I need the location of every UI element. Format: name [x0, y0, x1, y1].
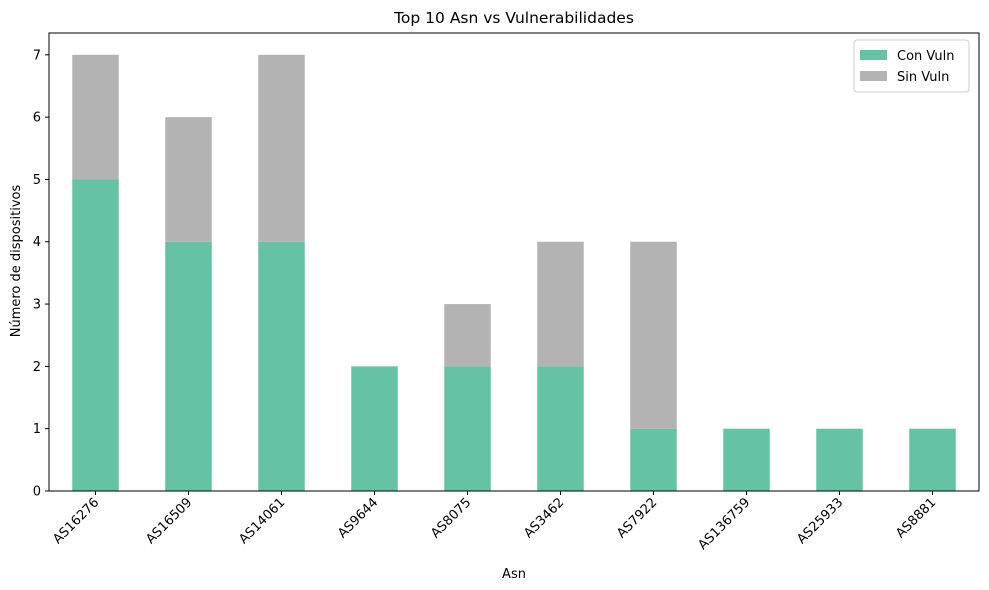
legend-label-sin-vuln: Sin Vuln: [897, 70, 949, 85]
y-tick-label-0: 0: [33, 485, 41, 500]
y-tick-label-1: 1: [33, 422, 41, 437]
bar-AS25933-con-vuln: [816, 428, 863, 491]
legend-swatch-sin-vuln: [860, 71, 887, 81]
legend-swatch-con-vuln: [860, 50, 887, 60]
y-axis-title: Número de dispositivos: [9, 185, 24, 338]
bar-AS16276-con-vuln: [72, 179, 119, 491]
chart-title: Top 10 Asn vs Vulnerabilidades: [393, 9, 634, 27]
y-tick-label-3: 3: [33, 298, 41, 313]
bar-AS7922-sin-vuln: [630, 241, 677, 429]
bar-AS16509-con-vuln: [165, 241, 212, 491]
bar-AS3462-con-vuln: [537, 366, 584, 491]
bar-AS16276-sin-vuln: [72, 54, 119, 180]
bar-AS8075-con-vuln: [444, 366, 491, 491]
bar-AS7922-con-vuln: [630, 428, 677, 491]
y-tick-label-4: 4: [33, 235, 41, 250]
plot-frame: [48, 32, 980, 492]
bar-AS14061-con-vuln: [258, 241, 305, 491]
bar-AS136759-con-vuln: [723, 428, 770, 491]
bars-layer: [72, 54, 956, 491]
bar-AS14061-sin-vuln: [258, 54, 305, 242]
bar-AS3462-sin-vuln: [537, 241, 584, 367]
x-axis-title: Asn: [502, 567, 526, 582]
legend: Con Vuln Sin Vuln: [853, 39, 970, 93]
y-tick-label-5: 5: [33, 173, 41, 188]
bar-AS8075-sin-vuln: [444, 304, 491, 367]
bar-AS16509-sin-vuln: [165, 117, 212, 242]
y-tick-label-6: 6: [33, 111, 41, 126]
legend-label-con-vuln: Con Vuln: [897, 49, 955, 64]
bar-AS8881-con-vuln: [909, 428, 956, 491]
bar-AS9644-con-vuln: [351, 366, 398, 491]
y-tick-label-7: 7: [33, 48, 41, 63]
y-tick-label-2: 2: [33, 360, 41, 375]
